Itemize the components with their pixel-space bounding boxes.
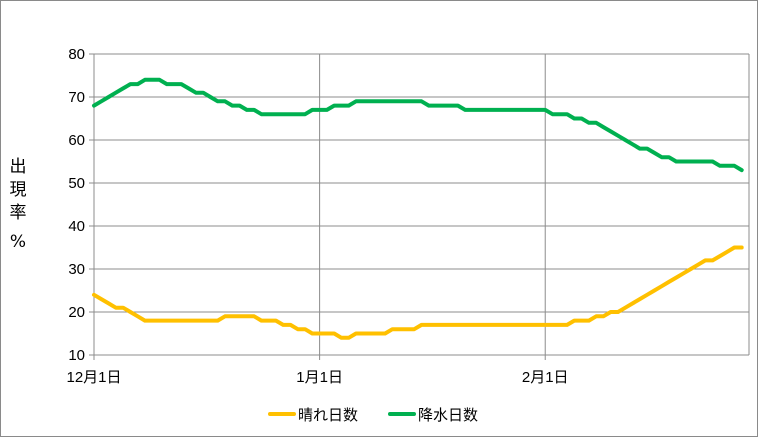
y-axis-label-char: 率 (10, 203, 27, 223)
x-tick-label: 1月1日 (296, 369, 343, 386)
y-axis-label-char: 現 (10, 180, 27, 200)
y-axis-label: 出 現 率 % (10, 157, 27, 252)
series-lines (92, 77, 744, 340)
y-tick-label: 10 (68, 347, 85, 364)
series-line-1 (92, 245, 744, 340)
y-tick-label: 80 (68, 46, 85, 63)
y-axis-label-char: 出 (10, 157, 27, 177)
series-line-2 (92, 77, 744, 173)
y-tick-label: 30 (68, 261, 85, 278)
legend-label-series-1: 晴れ日数 (298, 406, 358, 424)
y-tick-label: 70 (68, 89, 85, 106)
y-tick-label: 50 (68, 175, 85, 192)
grid-lines (93, 53, 750, 356)
x-tick-labels: 12月1日 1月1日 2月1日 (66, 369, 568, 386)
y-axis-label-char: % (10, 232, 26, 252)
y-tick-label: 20 (68, 304, 85, 321)
x-tick-label: 2月1日 (522, 369, 569, 386)
legend: 晴れ日数 降水日数 (268, 406, 478, 424)
y-tick-label: 60 (68, 132, 85, 149)
x-tick-label: 12月1日 (66, 369, 121, 386)
y-tick-labels: 10 20 30 40 50 60 70 80 (68, 46, 85, 364)
y-tick-label: 40 (68, 218, 85, 235)
legend-label-series-2: 降水日数 (418, 406, 478, 424)
